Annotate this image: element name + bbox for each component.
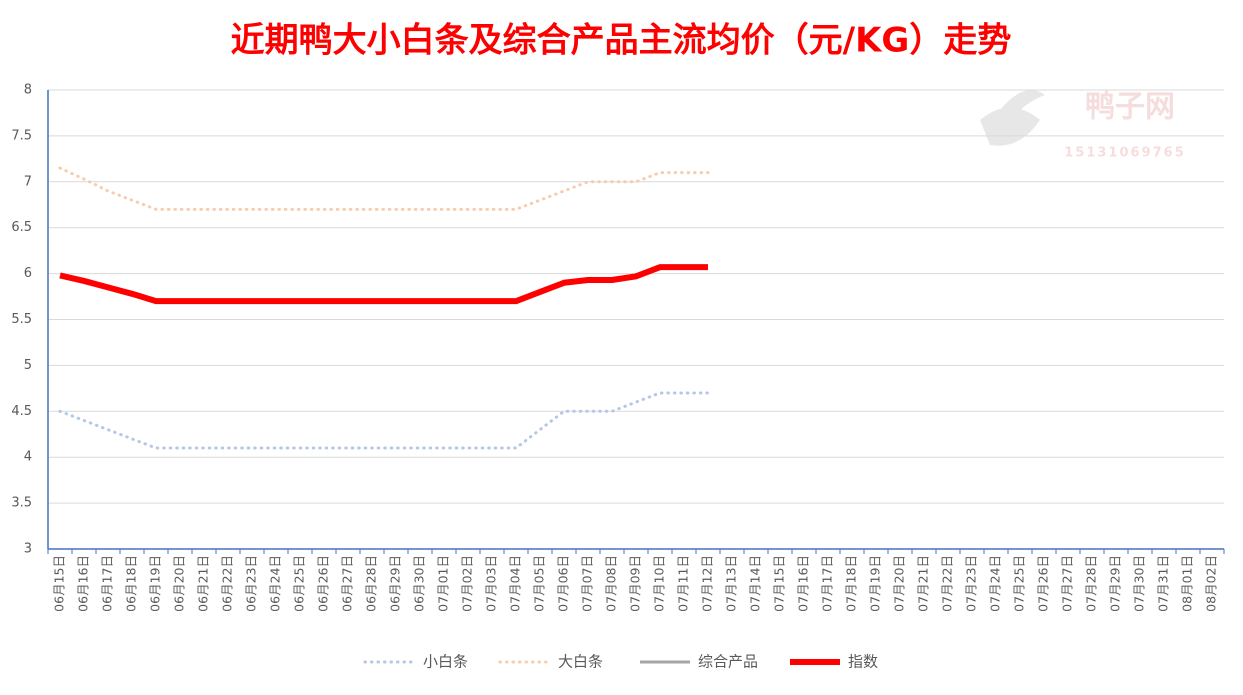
- y-tick-label: 5.5: [11, 312, 32, 327]
- x-tick-label: 07月13日: [724, 555, 739, 612]
- y-tick-label: 3.5: [11, 496, 32, 511]
- x-tick-label: 06月19日: [148, 555, 163, 612]
- x-tick-label: 07月30日: [1132, 555, 1147, 612]
- legend-item: 小白条: [363, 653, 468, 671]
- x-tick-label: 07月02日: [460, 555, 475, 612]
- x-tick-label: 07月01日: [436, 555, 451, 612]
- x-tick-label: 07月06日: [556, 555, 571, 612]
- x-tick-label: 07月23日: [964, 555, 979, 612]
- x-tick-label: 07月27日: [1060, 555, 1075, 612]
- x-tick-label: 07月05日: [532, 555, 547, 612]
- x-tick-label: 07月17日: [820, 555, 835, 612]
- x-tick-label: 07月03日: [484, 555, 499, 612]
- x-tick-label: 07月10日: [652, 555, 667, 612]
- x-tick-label: 07月08日: [604, 555, 619, 612]
- legend-item: 综合产品: [640, 653, 758, 671]
- x-tick-label: 07月19日: [868, 555, 883, 612]
- x-tick-label: 07月15日: [772, 555, 787, 612]
- y-tick-label: 6.5: [11, 220, 32, 235]
- x-tick-label: 06月21日: [196, 555, 211, 612]
- x-tick-label: 07月04日: [508, 555, 523, 612]
- legend-label: 综合产品: [698, 653, 758, 671]
- y-tick-label: 6: [24, 266, 32, 281]
- y-tick-label: 8: [24, 83, 32, 98]
- legend-label: 指数: [848, 653, 878, 671]
- x-tick-label: 06月15日: [52, 555, 67, 612]
- x-tick-label: 07月14日: [748, 555, 763, 612]
- series-line: [59, 264, 708, 305]
- x-tick-label: 06月29日: [388, 555, 403, 612]
- x-tick-label: 07月29日: [1108, 555, 1123, 612]
- legend-label: 小白条: [423, 653, 468, 671]
- watermark-logo: [980, 90, 1045, 146]
- x-tick-label: 07月24日: [988, 555, 1003, 612]
- x-tick-label: 06月30日: [412, 555, 427, 612]
- x-tick-label: 07月07日: [580, 555, 595, 612]
- x-tick-label: 06月18日: [124, 555, 139, 612]
- x-tick-label: 06月26日: [316, 555, 331, 612]
- y-tick-label: 3: [24, 542, 32, 557]
- x-tick-label: 06月16日: [76, 555, 91, 612]
- legend-item: 指数: [790, 653, 878, 671]
- x-tick-label: 06月27日: [340, 555, 355, 612]
- watermark-phone: 15131069765: [1064, 146, 1186, 161]
- x-tick-label: 08月02日: [1204, 555, 1219, 612]
- x-tick-label: 07月12日: [700, 555, 715, 612]
- x-tick-label: 06月28日: [364, 555, 379, 612]
- watermark: 鸭子网 15131069765: [980, 90, 1186, 161]
- x-tick-label: 08月01日: [1180, 555, 1195, 612]
- x-tick-label: 07月22日: [940, 555, 955, 612]
- legend-label: 大白条: [558, 653, 603, 671]
- y-tick-label: 5: [24, 358, 32, 373]
- chart-title: 近期鸭大小白条及综合产品主流均价（元/KG）走势: [231, 21, 1012, 61]
- y-tick-label: 4.5: [11, 404, 32, 419]
- x-tick-label: 07月31日: [1156, 555, 1171, 612]
- y-tick-label: 4: [24, 450, 32, 465]
- x-tick-label: 07月25日: [1012, 555, 1027, 612]
- watermark-text: 鸭子网: [1085, 90, 1175, 125]
- series-line: [58, 391, 710, 450]
- x-tick-label: 07月21日: [916, 555, 931, 612]
- y-tick-label: 7.5: [11, 128, 32, 143]
- x-tick-label: 06月23日: [244, 555, 259, 612]
- x-tick-label: 07月16日: [796, 555, 811, 612]
- x-tick-label: 07月09日: [628, 555, 643, 612]
- x-tick-label: 07月28日: [1084, 555, 1099, 612]
- x-tick-label: 06月25日: [292, 555, 307, 612]
- x-tick-label: 07月11日: [676, 555, 691, 612]
- x-tick-label: 06月24日: [268, 555, 283, 612]
- x-tick-label: 06月22日: [220, 555, 235, 612]
- x-tick-label: 06月20日: [172, 555, 187, 612]
- x-tick-label: 07月26日: [1036, 555, 1051, 612]
- x-tick-label: 07月18日: [844, 555, 859, 612]
- x-tick-label: 06月17日: [100, 555, 115, 612]
- legend-item: 大白条: [498, 653, 603, 671]
- series-line: [58, 166, 710, 211]
- x-tick-label: 07月20日: [892, 555, 907, 612]
- y-tick-label: 7: [24, 174, 32, 189]
